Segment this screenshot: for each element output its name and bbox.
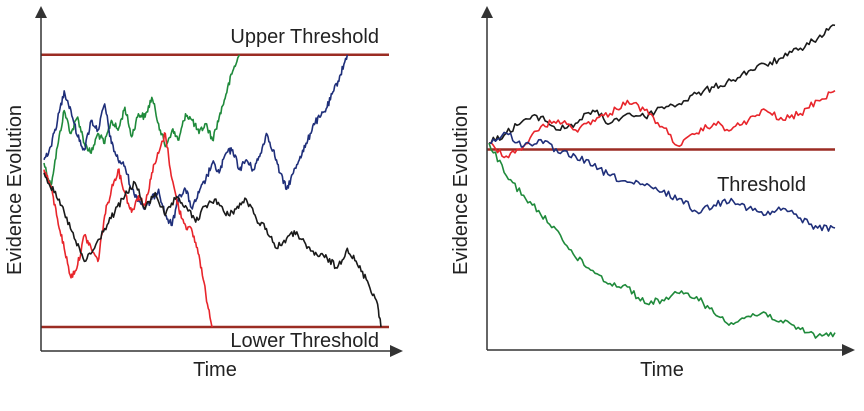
left-thresholds bbox=[41, 53, 389, 329]
left-series-line-1 bbox=[43, 54, 349, 227]
left-chart: Time Evidence Evolution Upper Threshold … bbox=[4, 6, 403, 381]
threshold-label: Threshold bbox=[717, 174, 806, 196]
left-series-line-3 bbox=[43, 172, 382, 328]
right-y-axis-arrow bbox=[481, 6, 493, 18]
left-x-axis-title: Time bbox=[193, 359, 237, 381]
right-x-axis-arrow bbox=[842, 344, 855, 356]
left-series-line-0 bbox=[43, 54, 241, 187]
right-series-line-1 bbox=[488, 90, 836, 159]
left-series-line-2 bbox=[43, 132, 214, 328]
lower-threshold-label: Lower Threshold bbox=[230, 330, 379, 352]
right-y-axis-title: Evidence Evolution bbox=[450, 105, 472, 275]
right-x-axis-title: Time bbox=[640, 359, 684, 381]
right-series-line-0 bbox=[488, 24, 836, 144]
right-series-line-3 bbox=[488, 142, 836, 339]
left-y-axis-title: Evidence Evolution bbox=[4, 105, 26, 275]
left-x-axis-arrow bbox=[390, 345, 403, 357]
left-y-axis-arrow bbox=[35, 6, 47, 18]
right-chart: Time Evidence Evolution Threshold bbox=[450, 6, 855, 381]
right-series-line-2 bbox=[488, 131, 836, 232]
upper-threshold-label: Upper Threshold bbox=[230, 26, 379, 48]
left-series-group bbox=[43, 54, 382, 328]
right-series-group bbox=[488, 24, 836, 339]
